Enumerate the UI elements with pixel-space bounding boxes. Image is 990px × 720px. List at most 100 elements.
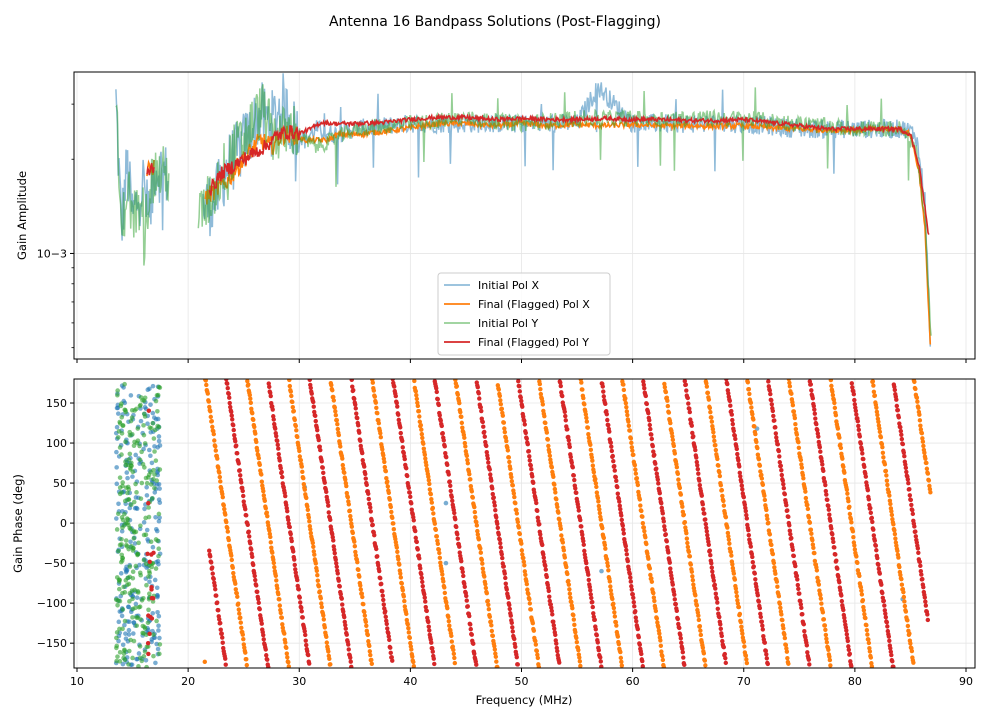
phase-point — [548, 602, 553, 607]
phase-point — [549, 608, 554, 614]
phase-point — [885, 624, 890, 629]
phase-point — [298, 600, 303, 605]
phase-point — [916, 550, 921, 555]
phase-point — [734, 593, 740, 599]
phase-point — [842, 615, 847, 621]
phase-point — [514, 654, 519, 660]
phase-point — [342, 470, 347, 475]
phase-point — [457, 400, 462, 406]
phase-point — [814, 421, 819, 427]
phase-point — [782, 635, 788, 641]
phase-point — [769, 542, 774, 548]
phase-point — [704, 381, 709, 386]
phase-point — [672, 592, 677, 597]
phase-point — [400, 438, 405, 444]
phase-point — [587, 584, 592, 590]
phase-point — [908, 641, 913, 646]
phase-point — [307, 661, 312, 666]
phase-point — [513, 644, 518, 649]
phase-point — [723, 514, 729, 520]
phase-point — [923, 456, 928, 461]
phase-point — [816, 434, 821, 439]
phase-point — [856, 423, 861, 429]
phase-point — [778, 605, 783, 610]
phase-point — [900, 441, 906, 447]
phase-point — [116, 586, 122, 592]
phase-point — [617, 499, 622, 504]
phase-point — [765, 516, 770, 522]
phase-point — [144, 644, 150, 650]
phase-point — [619, 659, 624, 665]
phase-point — [785, 508, 790, 513]
phase-point — [662, 381, 667, 387]
phase-point — [574, 490, 579, 495]
phase-point — [298, 458, 304, 463]
phase-point — [621, 387, 627, 393]
phase-point — [401, 450, 406, 456]
phase-point — [120, 661, 126, 667]
phase-point — [152, 577, 158, 583]
phase-point — [321, 617, 327, 622]
phase-point — [153, 398, 159, 404]
phase-point — [127, 433, 133, 438]
phase-point — [793, 426, 799, 432]
phase-point — [687, 406, 692, 411]
phase-point — [794, 573, 800, 579]
phase-point — [381, 602, 386, 607]
phase-point — [341, 466, 346, 471]
phase-point — [147, 447, 152, 453]
phase-point — [133, 452, 139, 458]
phase-point — [420, 435, 425, 441]
phase-point — [658, 643, 664, 648]
phase-point — [340, 456, 345, 461]
phase-point — [711, 434, 717, 439]
phase-point — [759, 472, 764, 478]
phase-point — [208, 409, 213, 414]
phase-point — [508, 466, 513, 472]
phase-point — [340, 462, 346, 468]
phase-point — [381, 597, 386, 603]
phase-point — [927, 486, 933, 492]
phase-point — [468, 477, 473, 482]
phase-point — [277, 603, 283, 608]
phase-point — [918, 423, 923, 428]
phase-point — [631, 595, 636, 600]
phase-point — [841, 607, 846, 613]
phase-point — [733, 586, 739, 591]
phase-point — [690, 430, 695, 436]
phase-point — [844, 628, 849, 633]
phase-point — [840, 456, 845, 461]
phase-point — [737, 470, 743, 476]
phase-point — [874, 405, 879, 410]
phase-point — [133, 495, 139, 500]
phase-point — [266, 381, 271, 386]
phase-point — [708, 409, 713, 415]
phase-point — [278, 465, 283, 471]
phase-point — [654, 616, 660, 621]
phase-point — [343, 622, 348, 628]
phase-point — [697, 478, 702, 483]
phase-point — [115, 435, 121, 440]
phase-point — [878, 435, 884, 440]
phase-point — [693, 593, 698, 598]
phase-point — [920, 576, 925, 582]
phase-point — [883, 615, 889, 620]
phase-point — [115, 411, 121, 416]
phase-point — [489, 478, 494, 483]
phase-point — [589, 595, 594, 601]
phase-point — [882, 462, 888, 467]
phase-point — [304, 642, 309, 648]
phase-point — [672, 451, 678, 456]
phase-point — [619, 517, 624, 523]
phase-point — [440, 431, 445, 436]
phase-point — [129, 408, 135, 413]
phase-point — [114, 424, 120, 430]
phase-point — [644, 541, 649, 547]
phase-point — [718, 626, 724, 631]
phase-point — [114, 481, 120, 487]
phase-point — [875, 555, 880, 561]
phase-point — [586, 572, 591, 577]
phase-point — [733, 436, 738, 442]
phase-point — [920, 439, 926, 444]
